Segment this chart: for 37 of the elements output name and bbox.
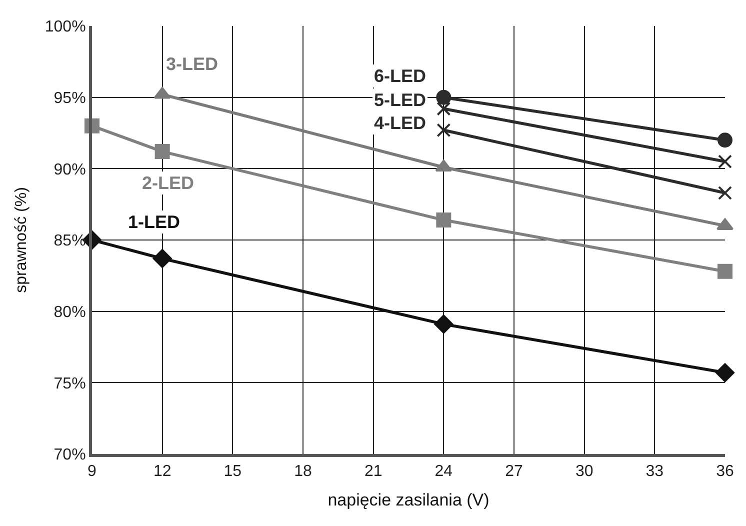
x-tick-label: 24: [434, 463, 453, 480]
y-tick-label: 75%: [54, 375, 86, 392]
point: [436, 90, 452, 105]
y-tick-label: 70%: [54, 446, 86, 464]
y-tick-label: 95%: [54, 90, 86, 107]
x-tick-label: 18: [294, 463, 312, 480]
point: [152, 249, 172, 268]
series-label: 4-LED: [374, 113, 426, 133]
x-tick-label: 36: [716, 463, 734, 480]
point: [154, 144, 170, 160]
x-tick-label: 27: [505, 463, 523, 480]
y-tick-label: 100%: [44, 18, 86, 36]
series-label: 1-LED: [128, 212, 180, 232]
series-label: 6-LED: [374, 66, 426, 86]
x-axis-title: napięcie zasilania (V): [328, 490, 490, 510]
point: [434, 314, 454, 334]
point: [436, 123, 451, 138]
point: [716, 363, 734, 382]
series-label: 2-LED: [142, 173, 194, 193]
point: [436, 102, 451, 116]
x-tick-label: 12: [153, 463, 172, 480]
point: [718, 132, 732, 148]
y-axis-title: sprawność (%): [12, 187, 30, 293]
x-tick-label: 33: [646, 463, 664, 480]
x-tick-label: 21: [364, 463, 382, 480]
point: [436, 212, 452, 228]
point: [718, 154, 732, 169]
y-tick-label: 90%: [54, 161, 86, 178]
x-tick-label: 9: [88, 463, 97, 480]
point: [718, 186, 732, 200]
series-label: 5-LED: [374, 90, 426, 110]
x-tick-label: 15: [224, 463, 242, 480]
x-tick-label: 30: [575, 463, 594, 480]
point: [718, 264, 732, 279]
y-tick-label: 85%: [54, 232, 86, 250]
series-label: 3-LED: [166, 54, 218, 74]
y-tick-label: 80%: [54, 304, 86, 321]
